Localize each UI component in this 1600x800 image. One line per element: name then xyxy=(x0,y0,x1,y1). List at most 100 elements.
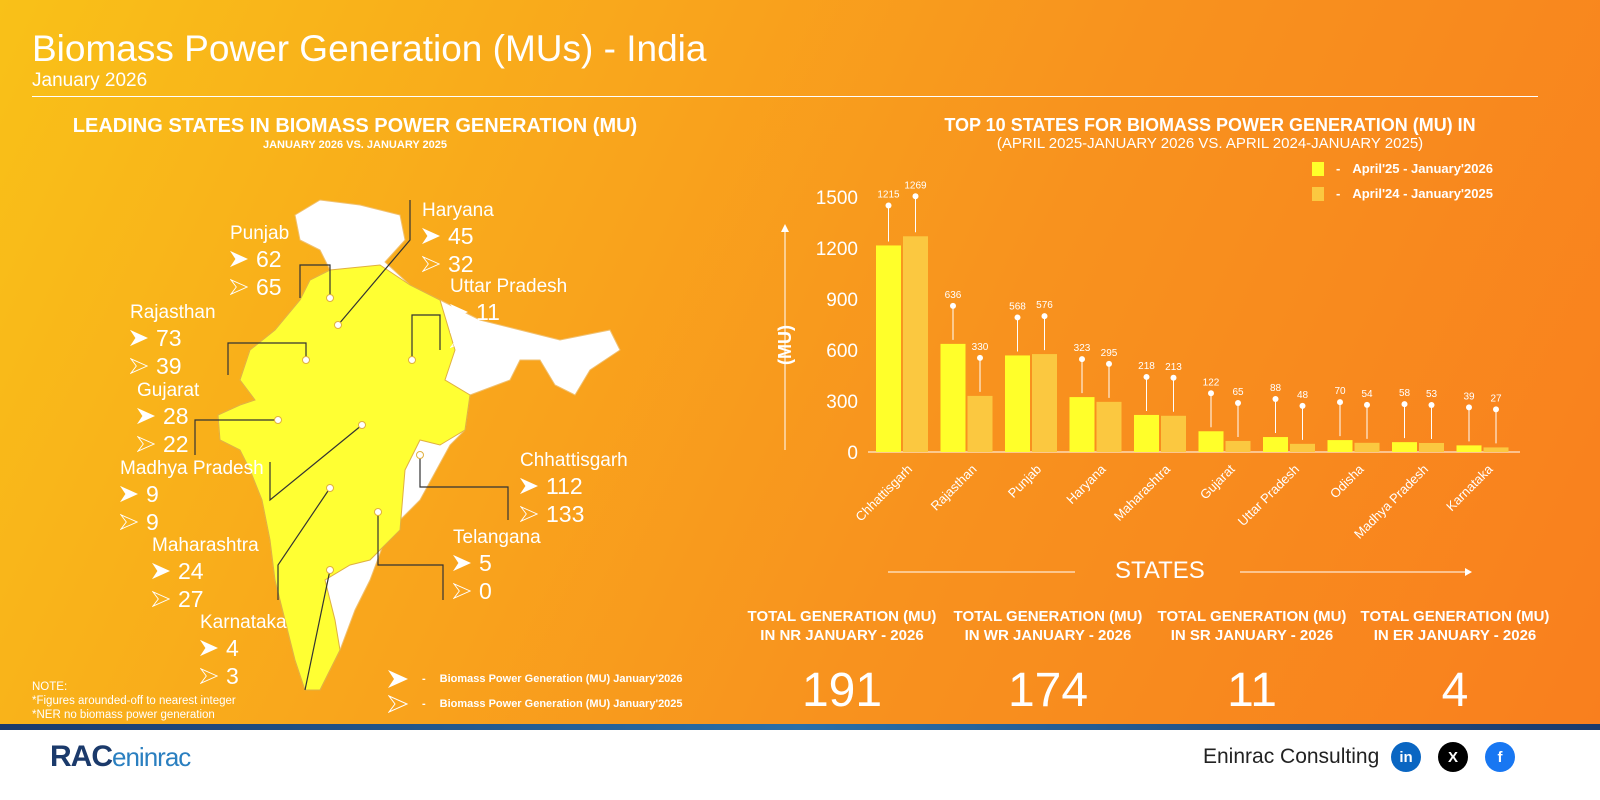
outline-arrow-icon xyxy=(230,278,248,296)
data-label: 323 xyxy=(1074,343,1091,354)
outline-arrow-icon xyxy=(200,667,218,685)
state-name: Rajasthan xyxy=(130,302,216,323)
bar-prev xyxy=(1483,447,1509,452)
state-name: Gujarat xyxy=(137,380,200,401)
value-2026: 5 xyxy=(453,549,541,577)
value-2025: 22 xyxy=(137,430,199,458)
bar-curr xyxy=(1392,442,1417,452)
value-2025: 0 xyxy=(453,577,541,605)
value-2026: 73 xyxy=(130,324,216,352)
map-legend-2025: - Biomass Power Generation (MU) January'2… xyxy=(388,695,683,713)
outline-arrow-icon xyxy=(453,582,471,600)
state-name: Chhattisgarh xyxy=(520,450,628,471)
bar-prev xyxy=(1096,401,1122,452)
filled-arrow-icon xyxy=(388,670,408,688)
x-icon[interactable]: X xyxy=(1438,742,1468,772)
chart-legend-previous: - April'24 - January'2025 xyxy=(1312,186,1493,201)
state-name: Maharashtra xyxy=(152,535,259,556)
x-tick-label: Rajasthan xyxy=(928,462,980,514)
bar-curr xyxy=(1327,440,1353,452)
data-label: 54 xyxy=(1361,389,1373,400)
data-pin-head xyxy=(885,202,892,209)
data-pin-head xyxy=(1466,404,1472,411)
data-pin-head xyxy=(1364,401,1370,408)
y-axis-label: (MU) xyxy=(775,325,795,365)
data-pin-head xyxy=(1106,360,1112,367)
state-label-telangana: Telangana 5 0 xyxy=(453,527,541,605)
state-name: Haryana xyxy=(422,200,494,221)
filled-arrow-icon xyxy=(422,227,440,245)
y-tick-label: 300 xyxy=(826,392,858,413)
data-pin-head xyxy=(1208,390,1214,397)
bar-prev xyxy=(1290,443,1315,452)
value-2025: 32 xyxy=(422,250,494,278)
outline-arrow-icon xyxy=(388,695,408,713)
bar-curr xyxy=(876,245,901,452)
y-tick-label: 1500 xyxy=(816,188,858,209)
legend-swatch xyxy=(1312,186,1324,201)
data-pin-head xyxy=(950,302,956,309)
company-logo: RACeninrac xyxy=(50,740,191,773)
data-pin-head xyxy=(977,354,983,361)
outline-arrow-icon xyxy=(450,331,468,349)
state-label-haryana: Haryana 45 32 xyxy=(422,200,494,278)
state-name: Madhya Pradesh xyxy=(120,458,264,479)
facebook-icon[interactable]: f xyxy=(1485,742,1515,772)
total-nr: TOTAL GENERATION (MU) IN NR JANUARY - 202… xyxy=(747,608,937,717)
state-name: Telangana xyxy=(453,527,541,548)
x-tick-label: Chhattisgarh xyxy=(852,462,915,525)
linkedin-icon[interactable]: in xyxy=(1391,742,1421,772)
data-pin-head xyxy=(1041,313,1048,320)
state-label-gujarat: Gujarat 28 22 xyxy=(137,380,199,458)
filled-arrow-icon xyxy=(200,639,218,657)
value-2026: 112 xyxy=(520,472,628,500)
data-pin-head xyxy=(1428,401,1435,408)
x-tick-label: Haryana xyxy=(1063,461,1109,507)
x-tick-label: Karnataka xyxy=(1443,461,1496,514)
bar-curr xyxy=(1263,437,1288,452)
chart-subtitle: (APRIL 2025-JANUARY 2026 VS. APRIL 2024-… xyxy=(996,135,1424,152)
y-arrow-head xyxy=(781,224,789,232)
outline-arrow-icon xyxy=(422,255,440,273)
data-pin-head xyxy=(1235,399,1241,406)
state-label-karnataka: Karnataka 4 3 xyxy=(200,612,287,690)
bar-curr xyxy=(1005,355,1030,452)
total-wr: TOTAL GENERATION (MU) IN WR JANUARY - 202… xyxy=(953,608,1143,717)
data-label: 48 xyxy=(1297,390,1309,401)
value-2026: 28 xyxy=(137,402,199,430)
bar-prev xyxy=(1161,415,1186,452)
data-pin-head xyxy=(912,193,919,200)
state-label-chhattisgarh: Chhattisgarh 112 133 xyxy=(520,450,628,528)
x-tick-label: Uttar Pradesh xyxy=(1235,462,1302,529)
data-label: 330 xyxy=(972,342,989,353)
data-label: 70 xyxy=(1334,386,1346,397)
filled-arrow-icon xyxy=(137,407,155,425)
divider xyxy=(32,96,1538,97)
map-legend-2026: - Biomass Power Generation (MU) January'2… xyxy=(388,670,683,688)
data-pin-head xyxy=(1337,399,1343,406)
bar-prev xyxy=(967,395,993,452)
outline-arrow-icon xyxy=(120,513,138,531)
filled-arrow-icon xyxy=(130,329,148,347)
bar-prev xyxy=(1032,354,1057,452)
data-label: 568 xyxy=(1009,301,1026,312)
filled-arrow-icon xyxy=(450,303,468,321)
data-label: 27 xyxy=(1490,393,1502,404)
y-tick-label: 1200 xyxy=(816,239,858,260)
data-label: 53 xyxy=(1426,389,1438,400)
data-pin-head xyxy=(1493,406,1499,413)
filled-arrow-icon xyxy=(120,485,138,503)
bar-curr xyxy=(1198,431,1224,452)
bar-curr xyxy=(1069,397,1095,452)
outline-arrow-icon xyxy=(130,357,148,375)
data-label: 213 xyxy=(1165,362,1182,373)
note: NOTE: *Figures arounded-off to nearest in… xyxy=(32,681,236,721)
legend-swatch xyxy=(1312,161,1324,176)
bar-curr xyxy=(1456,445,1482,452)
map-title: LEADING STATES IN BIOMASS POWER GENERATI… xyxy=(72,115,638,137)
state-name: Karnataka xyxy=(200,612,287,633)
bar-prev xyxy=(903,236,928,452)
page-subtitle: January 2026 xyxy=(32,70,148,91)
filled-arrow-icon xyxy=(520,477,538,495)
state-label-punjab: Punjab 62 65 xyxy=(230,223,289,301)
